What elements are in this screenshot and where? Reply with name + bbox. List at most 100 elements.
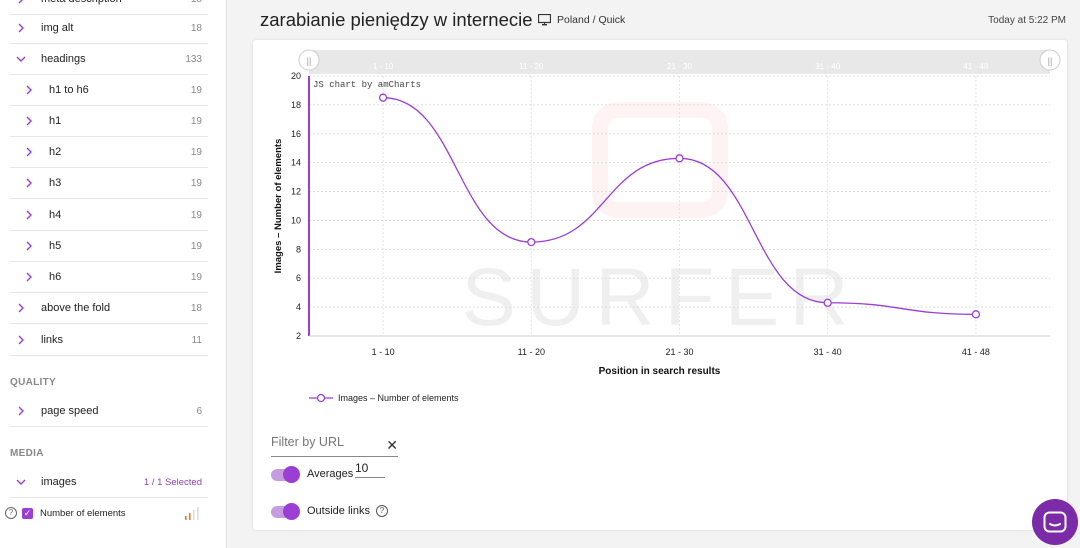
x-axis-title: Position in search results xyxy=(599,366,721,377)
outside-links-toggle[interactable] xyxy=(271,503,300,520)
scrollbar-tick-label: 31 - 40 xyxy=(815,62,840,71)
chevron-down-icon[interactable] xyxy=(15,475,27,489)
filter-input[interactable] xyxy=(271,435,376,449)
bar-chart-icon xyxy=(185,507,199,520)
sidebar-item-count: 19 xyxy=(190,209,202,221)
scrollbar-tick-label: 21 - 30 xyxy=(667,62,692,71)
timestamp: Today at 5:22 PM xyxy=(988,15,1066,26)
sidebar-item-label: images xyxy=(41,476,77,488)
sidebar-item-page-speed[interactable]: page speed 6 xyxy=(10,396,208,427)
sidebar-item-count: 19 xyxy=(190,146,202,158)
chevron-right-icon[interactable] xyxy=(23,176,35,190)
x-tick-label: 21 - 30 xyxy=(665,347,693,357)
sidebar-item[interactable]: links 11 xyxy=(10,325,208,356)
scrollbar-grip-label[interactable]: || xyxy=(1048,56,1053,66)
chevron-right-icon[interactable] xyxy=(15,0,27,6)
chevron-right-icon[interactable] xyxy=(23,114,35,128)
chevron-right-icon[interactable] xyxy=(15,301,27,315)
scrollbar-grip xyxy=(298,49,320,71)
metric-row[interactable]: ? ✓ Number of elements xyxy=(5,504,205,522)
chevron-right-icon[interactable] xyxy=(23,208,35,222)
sidebar-item-label: meta description xyxy=(41,0,122,5)
sidebar-item-label: img alt xyxy=(41,22,74,34)
y-tick-label: 14 xyxy=(291,158,301,168)
scrollbar-grip-label[interactable]: || xyxy=(307,56,312,66)
scrollbar-grip xyxy=(1039,49,1061,71)
sidebar-item[interactable]: h1 19 xyxy=(10,106,208,137)
sidebar-item[interactable]: h2 19 xyxy=(10,137,208,168)
y-tick-label: 4 xyxy=(296,302,301,312)
chevron-right-icon[interactable] xyxy=(23,239,35,253)
data-point xyxy=(823,298,832,307)
chevron-right-icon[interactable] xyxy=(23,83,35,97)
chat-icon xyxy=(1043,511,1067,533)
section-title-media: MEDIA xyxy=(10,448,44,459)
scrollbar-tick-label: 11 - 20 xyxy=(519,62,544,71)
chevron-right-icon[interactable] xyxy=(15,21,27,35)
help-icon[interactable]: ? xyxy=(375,505,388,518)
sidebar-item-label: page speed xyxy=(41,405,99,417)
data-point xyxy=(378,93,388,102)
watermark-text: SURFER xyxy=(461,252,858,343)
sidebar: meta description 18 img alt 18 headings 133 h1… xyxy=(0,0,227,548)
sidebar-item[interactable]: img alt 18 xyxy=(10,13,208,44)
sidebar-item-count: 19 xyxy=(190,115,202,127)
legend-marker xyxy=(316,393,326,403)
y-tick-label: 10 xyxy=(291,215,301,225)
metric-checkbox[interactable]: ✓ xyxy=(22,507,33,519)
x-tick-label: 1 - 10 xyxy=(372,347,395,357)
sidebar-item-count: 19 xyxy=(190,84,202,96)
sidebar-item-count: 11 xyxy=(191,334,202,346)
averages-toggle[interactable] xyxy=(271,466,300,483)
chevron-down-icon[interactable] xyxy=(15,52,27,66)
y-tick-label: 6 xyxy=(296,273,301,283)
series-line xyxy=(383,97,976,315)
device-selector[interactable]: Poland / Quick xyxy=(538,14,625,26)
sidebar-item-label: h2 xyxy=(49,146,62,158)
monitor-icon xyxy=(538,14,551,26)
sidebar-item[interactable]: h1 to h6 19 xyxy=(10,75,208,106)
line-chart: SURFER 1 - 10 11 - 20 21 - 30 31 - 40 41 - 48… xyxy=(273,49,1061,403)
averages-input[interactable]: 10 xyxy=(355,461,385,478)
sidebar-item[interactable]: h5 19 xyxy=(10,231,208,262)
sidebar-item[interactable]: above the fold 18 xyxy=(10,293,208,324)
help-icon[interactable]: ? xyxy=(5,507,17,519)
sidebar-item-count: 18 xyxy=(191,0,202,5)
sidebar-item-count: 19 xyxy=(190,177,202,189)
sidebar-item-label: above the fold xyxy=(41,302,111,314)
y-tick-label: 16 xyxy=(291,129,301,139)
chevron-right-icon[interactable] xyxy=(15,333,27,347)
chevron-right-icon[interactable] xyxy=(23,270,35,284)
outside-links-row: Outside links? xyxy=(307,505,388,518)
scrollbar-tick-label: 41 - 48 xyxy=(963,62,988,71)
sidebar-item[interactable]: h6 19 xyxy=(10,262,208,293)
sidebar-item[interactable]: h4 19 xyxy=(10,200,208,231)
section-title-quality: QUALITY xyxy=(10,377,56,388)
clear-filter-icon[interactable]: ✕ xyxy=(386,437,398,453)
sidebar-item-count: 133 xyxy=(185,53,202,65)
metric-label: Number of elements xyxy=(40,507,126,519)
sidebar-item-label: h1 xyxy=(49,115,62,127)
sidebar-item-count: 19 xyxy=(190,240,202,252)
y-tick-label: 18 xyxy=(291,100,301,110)
sidebar-item-count: 18 xyxy=(190,22,202,34)
sidebar-item[interactable]: meta description 18 xyxy=(10,0,208,15)
x-tick-label: 31 - 40 xyxy=(814,347,842,357)
data-point xyxy=(527,237,536,247)
filter-by-url[interactable]: ✕ xyxy=(271,435,398,457)
chevron-right-icon[interactable] xyxy=(15,404,27,418)
sidebar-item[interactable]: h3 19 xyxy=(10,168,208,199)
selected-count: 1 / 1 Selected xyxy=(143,476,202,488)
sidebar-item[interactable]: headings 133 xyxy=(10,44,208,75)
y-tick-label: 2 xyxy=(296,331,301,341)
page-title: zarabianie pieniędzy w internecie xyxy=(260,9,533,30)
outside-links-label: Outside links xyxy=(307,505,370,517)
sidebar-item-images[interactable]: images 1 / 1 Selected xyxy=(10,467,208,498)
sidebar-item-count: 19 xyxy=(190,271,202,283)
x-tick-label: 41 - 48 xyxy=(962,347,990,357)
chat-button[interactable] xyxy=(1032,499,1078,545)
chevron-right-icon[interactable] xyxy=(23,145,35,159)
device-label: Poland / Quick xyxy=(557,14,626,26)
sidebar-item-label: h1 to h6 xyxy=(49,84,89,96)
legend-label[interactable]: Images – Number of elements xyxy=(338,393,459,403)
